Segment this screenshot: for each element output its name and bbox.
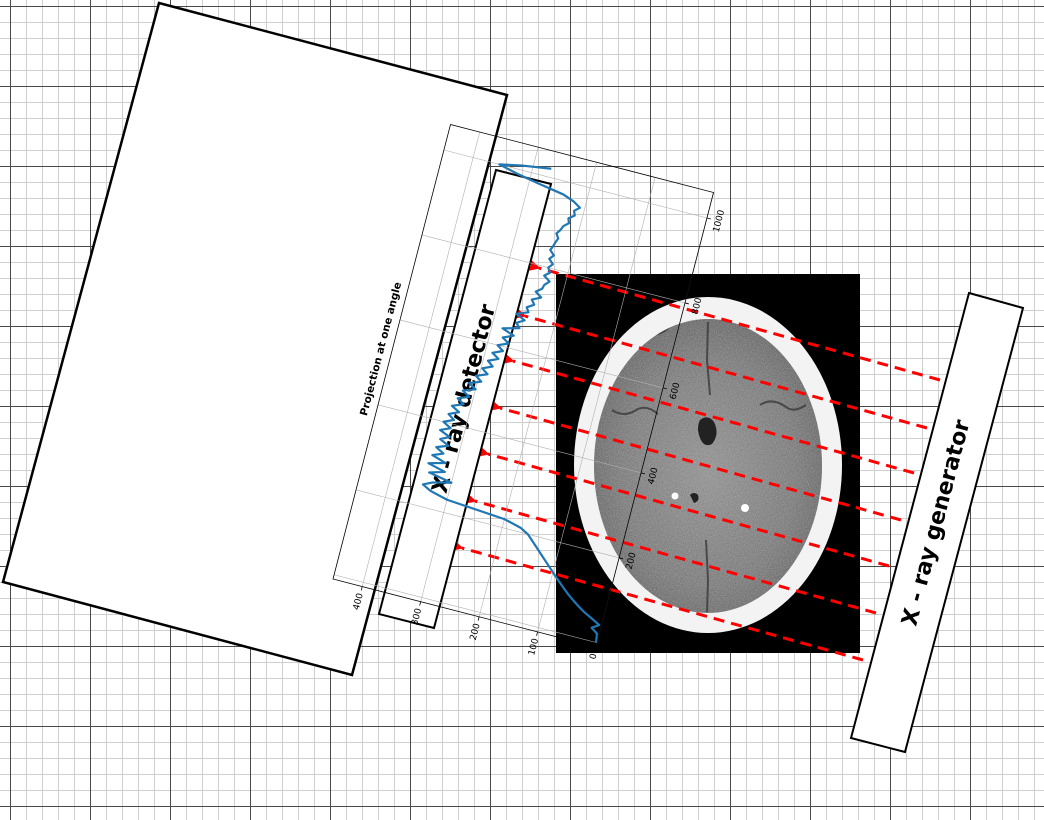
xray-beam <box>509 305 928 430</box>
x-gridline <box>334 574 598 644</box>
x-tick-mark <box>706 217 711 220</box>
chart-card-frame <box>1 1 509 677</box>
y-tick-mark <box>594 646 597 651</box>
x-tick-label: 400 <box>647 466 661 485</box>
y-gridline <box>478 162 597 617</box>
xray-beam <box>523 257 941 382</box>
y-gridline <box>537 177 656 632</box>
x-tick-label: 1000 <box>712 209 727 234</box>
x-gridline <box>355 489 620 559</box>
xray-beam <box>484 397 902 522</box>
x-tick-mark <box>684 302 689 305</box>
x-tick-label: 200 <box>625 551 639 570</box>
y-tick-mark <box>536 631 538 636</box>
xray-beam <box>459 490 877 615</box>
right-sulcus <box>759 400 807 411</box>
xray-beam <box>497 350 915 475</box>
x-gridline <box>443 149 708 219</box>
projection-series-line <box>421 163 601 643</box>
x-tick-mark <box>618 557 624 560</box>
chart-axes-frame <box>332 124 715 648</box>
y-tick-mark <box>419 601 422 606</box>
y-tick-label: 100 <box>527 637 541 656</box>
x-gridline <box>377 404 642 474</box>
x-gridline <box>421 234 686 304</box>
y-tick-label: 300 <box>410 607 424 626</box>
calcification-left <box>671 492 679 500</box>
x-tick-mark <box>597 642 602 645</box>
x-tick-label: 600 <box>669 381 683 400</box>
y-tick-mark <box>360 586 363 591</box>
x-tick-label: 0 <box>604 642 615 650</box>
x-tick-label: 800 <box>691 296 705 315</box>
y-tick-label: 200 <box>469 622 483 641</box>
y-tick-label: 0 <box>588 652 599 660</box>
ventricle-small <box>690 493 699 503</box>
calcification-right <box>741 504 749 512</box>
xray-beam <box>472 443 890 568</box>
posterior-fissure <box>705 539 710 613</box>
y-tick-mark <box>477 616 480 621</box>
detector-panel <box>377 168 553 630</box>
generator-panel <box>849 291 1025 754</box>
left-sulcus <box>611 406 659 415</box>
xray-beam <box>446 537 864 662</box>
xray-beams <box>446 257 941 662</box>
ventricle <box>698 417 717 446</box>
x-tick-mark <box>662 387 667 390</box>
y-tick-label: 400 <box>352 592 366 611</box>
xray-generator: X - ray generator <box>849 291 1025 754</box>
x-tick-mark <box>640 472 646 475</box>
y-gridline <box>361 131 481 587</box>
interhemispheric-fissure <box>705 321 711 396</box>
x-gridline <box>399 319 664 389</box>
